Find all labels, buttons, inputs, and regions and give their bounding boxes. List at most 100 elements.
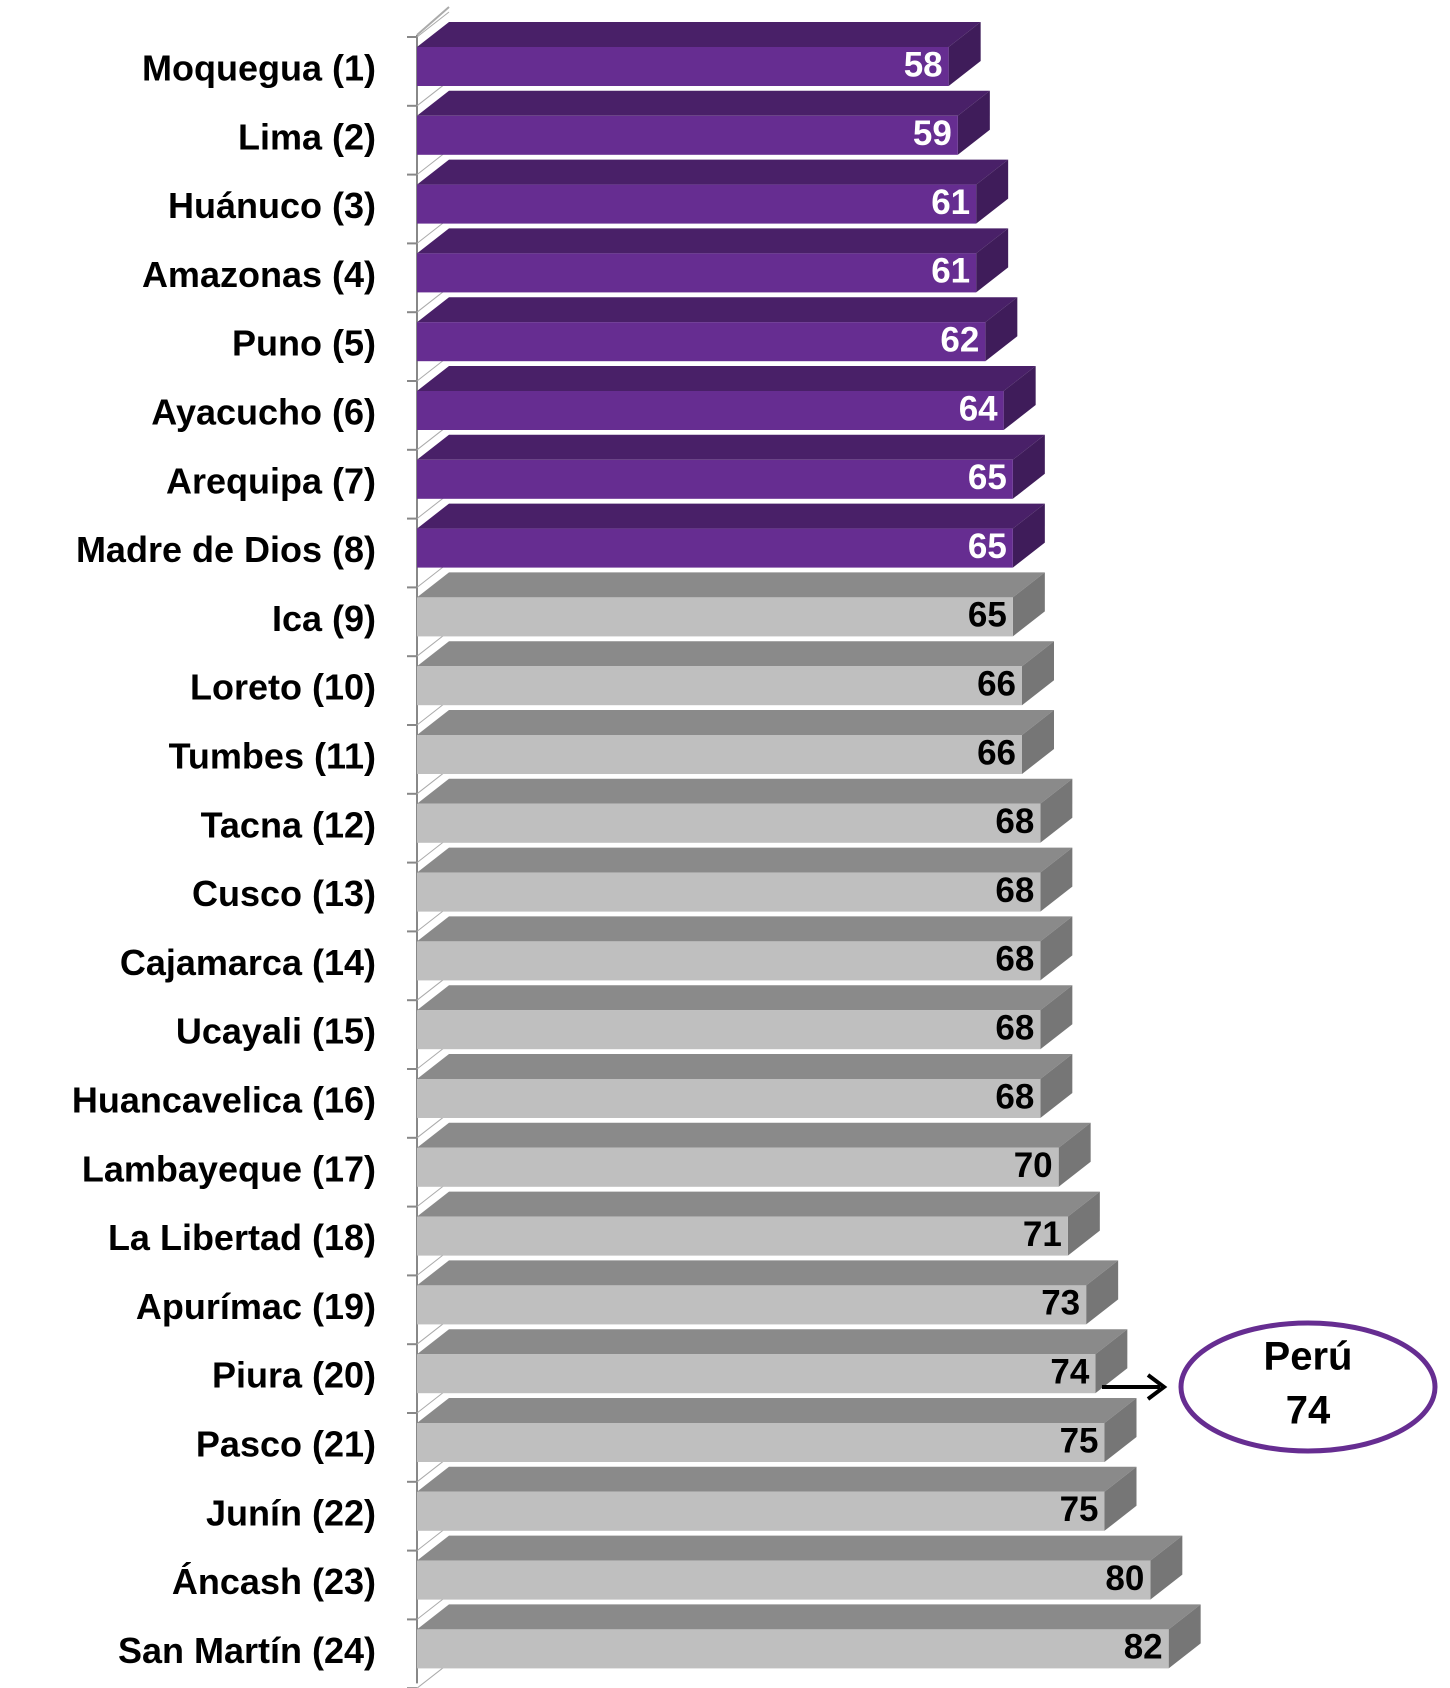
value-label: 74 [1050,1352,1089,1391]
bar-side [1012,503,1045,568]
axis-wall-edge [416,6,450,36]
category-label: La Libertad (18) [108,1217,376,1258]
bar-top [417,1604,1201,1630]
bar [417,1216,1068,1256]
bar [417,322,986,362]
bar-top [417,847,1073,873]
axis-wall-line [416,11,450,38]
bar [417,528,1013,568]
category-label: Lima (2) [238,116,376,157]
bar-side [1012,572,1045,637]
value-label: 65 [968,596,1007,635]
bar [417,1010,1041,1050]
bar-side [1040,1054,1073,1118]
bar-top [417,710,1054,735]
value-label: 66 [977,664,1016,703]
bar-top [417,1122,1091,1148]
value-label: 68 [995,802,1034,841]
category-label: Junín (22) [206,1492,376,1533]
value-label: 61 [931,183,970,222]
bar-side [1040,847,1073,912]
category-label: Arequipa (7) [166,460,376,501]
category-label: Cusco (13) [192,873,376,914]
bar-side [1012,434,1045,499]
value-label: 65 [968,527,1007,566]
bar-top [417,1398,1137,1423]
bar-side [1067,1191,1100,1256]
bar-top [417,1466,1137,1492]
bar-side [1104,1466,1137,1531]
bar-top [417,1054,1073,1079]
value-label: 71 [1023,1215,1062,1254]
category-label: Huánuco (3) [168,185,376,226]
category-label: Moquegua (1) [142,48,376,89]
value-label: 62 [940,320,979,359]
bar [417,115,958,155]
value-label: 68 [995,1008,1034,1047]
value-label: 66 [977,733,1016,772]
annotation-text: Perú [1264,1335,1353,1379]
value-label: 70 [1014,1146,1053,1185]
bar-side [1003,366,1036,430]
category-label: Amazonas (4) [142,254,376,295]
value-label: 80 [1105,1559,1144,1598]
bar-side [1086,1260,1119,1325]
value-label: 75 [1060,1490,1099,1529]
value-label: 68 [995,871,1034,910]
category-label: Lambayeque (17) [82,1148,376,1189]
category-label: San Martín (24) [118,1630,376,1671]
bar [417,47,949,86]
bar-top [417,916,1073,942]
arrow-head [1146,1373,1168,1401]
bar-side [976,228,1009,293]
annotation-ellipse [1178,1320,1438,1454]
category-label: Cajamarca (14) [120,942,376,983]
bar [417,1079,1041,1118]
category-label: Puno (5) [232,323,376,364]
bar-top [417,1260,1119,1286]
category-label: Ica (9) [272,598,376,639]
value-label: 65 [968,458,1007,497]
bar [417,941,1041,981]
value-label: 82 [1124,1628,1163,1667]
value-label: 58 [904,45,943,84]
bar-side [948,22,981,86]
bar [417,872,1041,912]
bar-top [417,90,990,116]
bar [417,184,977,224]
bar-top [417,1329,1128,1355]
bar-top [417,778,1073,804]
bar-side [957,90,990,155]
bar [417,459,1013,499]
category-label: Loreto (10) [190,667,376,708]
bar-side [1040,916,1073,981]
bar-side [1150,1535,1183,1600]
bar-top [417,434,1045,460]
bar-top [417,22,981,47]
category-label: Ucayali (15) [176,1011,376,1052]
category-label: Áncash (23) [172,1561,376,1602]
value-label: 64 [959,389,998,428]
bar [417,597,1013,637]
category-label: Huancavelica (16) [72,1080,376,1121]
bar-side [976,159,1009,224]
bar [417,1147,1059,1187]
value-label: 61 [931,252,970,291]
bar [417,391,1004,430]
category-label: Tumbes (11) [169,736,376,777]
bar-side [1104,1398,1137,1462]
bar [417,1491,1105,1531]
value-label: 59 [913,114,952,153]
category-label: Apurímac (19) [136,1286,376,1327]
bar [417,1629,1169,1669]
bar-side [1022,641,1054,706]
bar-top [417,503,1045,529]
bar-side [1095,1329,1128,1394]
bar [417,1423,1105,1462]
bar-side [1058,1122,1091,1187]
value-label: 73 [1041,1284,1080,1323]
bar-top [417,228,1009,254]
bar-top [417,641,1054,667]
category-label: Piura (20) [212,1355,376,1396]
